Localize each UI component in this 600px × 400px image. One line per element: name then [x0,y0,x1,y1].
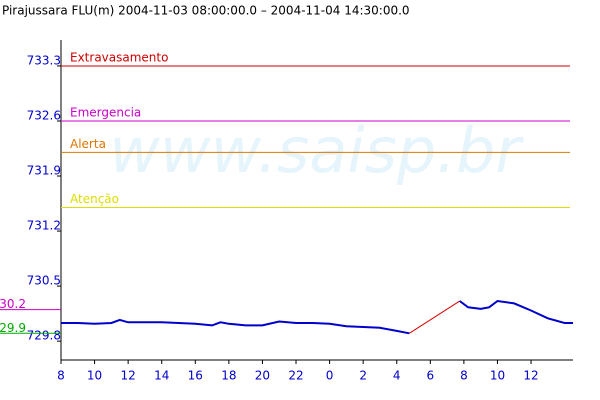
x-tick-label: 10 [87,369,102,383]
marker-label: 729.9 [0,321,26,335]
watermark: www.saisp.br [109,114,524,187]
x-tick-label: 22 [288,369,303,383]
x-tick-label: 10 [490,369,505,383]
gap-connector [409,300,460,334]
x-tick-label: 16 [188,369,203,383]
threshold-label: Extravasamento [70,50,168,64]
chart-title: Pirajussara FLU(m) 2004-11-03 08:00:00.0… [2,4,410,18]
y-tick-label: 731.2 [27,219,61,233]
threshold-label: Atenção [70,192,119,206]
x-tick-label: 14 [154,369,169,383]
x-tick-label: 2 [359,369,367,383]
y-tick-label: 731.9 [27,164,61,178]
threshold-label: Emergencia [70,105,141,119]
x-tick-label: 6 [426,369,434,383]
marker-label: 730.2 [0,297,26,311]
x-tick-label: 8 [460,369,468,383]
x-tick-label: 12 [121,369,136,383]
y-tick-label: 733.3 [27,53,61,67]
threshold-label: Alerta [70,137,106,151]
y-tick-label: 732.6 [27,108,61,122]
y-tick-label: 729.8 [27,329,61,343]
x-tick-label: 18 [221,369,236,383]
data-line [459,299,573,324]
x-tick-label: 20 [255,369,270,383]
y-tick-label: 730.5 [27,274,61,288]
x-tick-label: 8 [57,369,65,383]
x-tick-label: 0 [326,369,334,383]
data-line [61,318,410,335]
x-tick-label: 4 [393,369,401,383]
x-tick-label: 12 [523,369,538,383]
